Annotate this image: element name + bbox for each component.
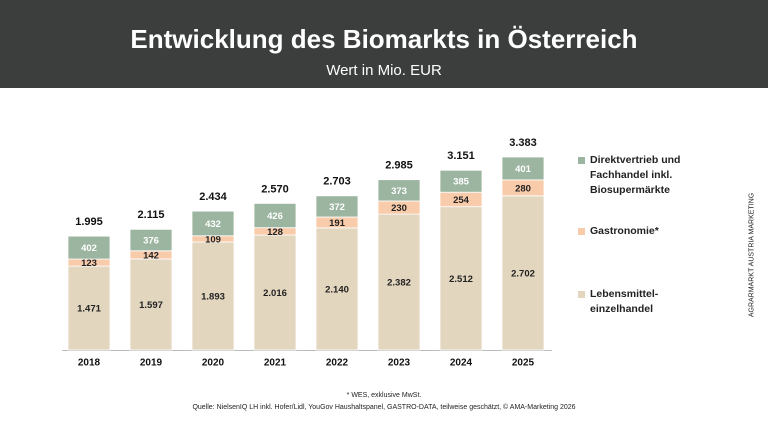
total-label: 2.703 bbox=[323, 176, 351, 188]
x-tick-label: 2023 bbox=[388, 358, 411, 369]
header-band bbox=[0, 0, 768, 88]
bar-segment bbox=[129, 228, 173, 252]
legend-item: Gastronomie* bbox=[578, 224, 708, 239]
bar-segment bbox=[253, 202, 297, 229]
total-label: 2.434 bbox=[199, 191, 227, 203]
value-label: 402 bbox=[81, 243, 97, 254]
legend-item: Lebensmittel-einzelhandel bbox=[578, 287, 708, 317]
value-label: 109 bbox=[205, 234, 221, 245]
value-label: 372 bbox=[329, 202, 345, 213]
x-tick-label: 2024 bbox=[450, 358, 473, 369]
value-label: 254 bbox=[453, 195, 470, 206]
value-label: 376 bbox=[143, 236, 159, 247]
legend-item: Direktvertrieb und Fachhandel inkl. Bios… bbox=[578, 153, 708, 198]
footnote: * WES, exklusive MwSt. bbox=[346, 392, 422, 399]
bar-segment bbox=[67, 265, 111, 351]
x-tick-label: 2022 bbox=[326, 358, 349, 369]
value-label: 432 bbox=[205, 219, 221, 230]
value-label: 123 bbox=[81, 258, 97, 269]
source: Quelle: NielsenIQ LH inkl. Hofer/Lidl, Y… bbox=[192, 404, 576, 411]
total-label: 2.985 bbox=[385, 160, 413, 172]
side-label: AGRARMARKT AUSTRIA MARKETING bbox=[748, 192, 756, 318]
total-label: 2.570 bbox=[261, 183, 289, 195]
bar-segment bbox=[377, 179, 421, 202]
bar-segment bbox=[501, 195, 545, 351]
value-label: 2.512 bbox=[449, 274, 473, 285]
value-label: 2.382 bbox=[387, 278, 411, 289]
value-label: 2.702 bbox=[511, 268, 535, 279]
total-label: 2.115 bbox=[138, 209, 165, 221]
total-label: 1.995 bbox=[75, 216, 103, 228]
value-label: 1.471 bbox=[77, 304, 101, 315]
value-label: 373 bbox=[391, 186, 407, 197]
bar-segment bbox=[501, 156, 545, 181]
x-tick-label: 2020 bbox=[202, 358, 225, 369]
legend-swatch bbox=[578, 228, 585, 235]
value-label: 426 bbox=[267, 211, 283, 222]
bar-segment bbox=[191, 241, 235, 351]
legend-swatch bbox=[578, 291, 585, 298]
value-label: 401 bbox=[515, 164, 532, 175]
value-label: 230 bbox=[391, 203, 407, 214]
value-label: 2.140 bbox=[325, 284, 349, 295]
legend-label: Lebensmittel-einzelhandel bbox=[590, 288, 659, 315]
value-label: 128 bbox=[267, 227, 283, 238]
value-label: 142 bbox=[143, 250, 159, 261]
legend-label: Direktvertrieb und Fachhandel inkl. Bios… bbox=[590, 154, 681, 196]
chart-subtitle: Wert in Mio. EUR bbox=[326, 62, 442, 79]
value-label: 2.016 bbox=[263, 288, 287, 299]
value-label: 385 bbox=[453, 177, 470, 188]
bar-segment bbox=[191, 210, 235, 237]
x-tick-label: 2021 bbox=[264, 358, 287, 369]
x-tick-label: 2018 bbox=[78, 358, 101, 369]
total-label: 3.151 bbox=[447, 150, 475, 162]
x-tick-label: 2019 bbox=[140, 358, 163, 369]
value-label: 1.597 bbox=[139, 300, 163, 311]
total-label: 3.383 bbox=[509, 137, 537, 149]
chart-title: Entwicklung des Biomarkts in Österreich bbox=[130, 24, 637, 54]
bar-segment bbox=[315, 195, 359, 218]
bar-segment bbox=[129, 258, 173, 351]
legend-label: Gastronomie* bbox=[590, 225, 659, 237]
legend-swatch bbox=[578, 157, 585, 164]
value-label: 1.893 bbox=[201, 292, 225, 303]
value-label: 280 bbox=[515, 183, 531, 194]
bar-segment bbox=[67, 235, 111, 260]
bar-segment bbox=[439, 206, 483, 351]
value-label: 191 bbox=[329, 218, 346, 229]
bar-segment bbox=[377, 213, 421, 351]
bar-segment bbox=[439, 169, 483, 193]
x-tick-label: 2025 bbox=[512, 358, 535, 369]
